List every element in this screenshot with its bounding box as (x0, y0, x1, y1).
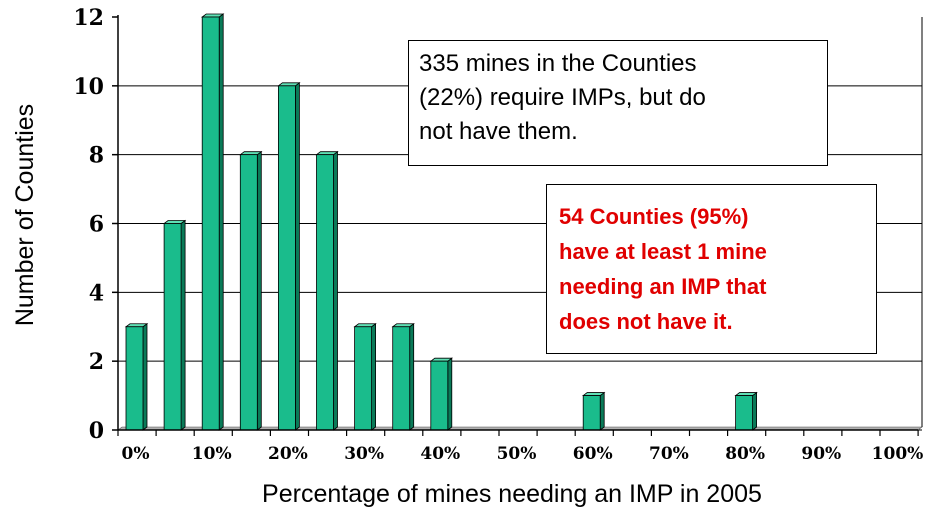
annotation-mines-box: 335 mines in the Counties (22%) require … (408, 40, 828, 166)
bar-top (734, 392, 758, 396)
bar-side (218, 13, 224, 431)
bar-side (333, 150, 338, 431)
bar-top (429, 357, 453, 362)
y-tick-label: 8 (89, 143, 104, 169)
annotation-line: needing an IMP that (559, 274, 767, 299)
x-tick-label: 80% (725, 444, 765, 464)
bar-top (239, 151, 263, 156)
bar-top (582, 392, 606, 396)
bar-front (163, 223, 182, 431)
annotation-line: have at least 1 mine (559, 239, 767, 264)
x-tick-label: 90% (801, 444, 841, 464)
bar-front (430, 360, 449, 431)
bar-side (180, 219, 186, 431)
bar-front (735, 395, 753, 431)
x-tick-labels: 0% 10% 20% 30% 40% 50% 60% 70% 80% 90% 100% (122, 444, 924, 464)
bar (239, 150, 263, 431)
annotation-line: does not have it. (559, 309, 733, 334)
bar-side (752, 391, 757, 431)
bar-top (353, 323, 377, 328)
bars (124, 13, 758, 431)
x-tick-label: 40% (420, 444, 460, 464)
bar (200, 13, 225, 431)
x-tick-label: 0% (122, 444, 150, 464)
bar-top (315, 151, 339, 156)
y-tick-label: 10 (73, 74, 104, 100)
y-tick-label: 0 (89, 418, 104, 444)
y-tick-label: 2 (89, 349, 104, 375)
bar (429, 357, 453, 431)
annotation-line: 335 mines in the Counties (419, 50, 697, 77)
bar-top (391, 323, 415, 328)
x-tick-label: 30% (344, 444, 384, 464)
bar-side (294, 82, 300, 431)
x-tick-label: 100% (872, 444, 924, 464)
bar (277, 82, 301, 431)
bar (582, 391, 606, 431)
annotation-line: not have them. (419, 118, 578, 145)
bar (124, 322, 149, 431)
bar-front (201, 16, 220, 431)
axes (112, 15, 923, 436)
x-tick-label: 60% (573, 444, 613, 464)
y-tick-labels: 0 2 4 6 8 10 12 (73, 5, 104, 444)
bar-side (599, 391, 605, 431)
bar (734, 391, 758, 431)
bar-top (200, 13, 225, 18)
bar (353, 322, 377, 431)
x-tick-label: 20% (268, 444, 308, 464)
x-tick-label: 50% (497, 444, 537, 464)
x-axis-title: Percentage of mines needing an IMP in 20… (262, 480, 762, 508)
bar-side (256, 150, 262, 431)
annotation-line: 54 Counties (95%) (559, 204, 749, 229)
x-tick-label: 70% (649, 444, 689, 464)
bar-top (124, 323, 149, 328)
y-tick-label: 12 (73, 5, 104, 31)
bar-front (277, 85, 296, 431)
bar-front (392, 326, 411, 431)
bar-side (142, 322, 148, 431)
annotation-line: (22%) require IMPs, but do (419, 84, 706, 111)
bar (162, 219, 187, 431)
bar-side (447, 357, 453, 431)
bar (391, 322, 415, 431)
bar-side (371, 322, 377, 431)
bar-front (582, 395, 601, 431)
bar-front (316, 154, 334, 431)
bar-top (277, 82, 301, 87)
bar-front (354, 326, 373, 431)
bar-side (409, 322, 415, 431)
y-axis-title: Number of Counties (11, 104, 39, 326)
x-tick-label: 10% (192, 444, 232, 464)
bar (315, 150, 339, 431)
bar-top (162, 220, 187, 224)
bar-front (239, 154, 258, 431)
annotation-counties-box: 54 Counties (95%) have at least 1 mine n… (546, 184, 877, 354)
bar-front (125, 326, 144, 431)
y-tick-label: 6 (89, 212, 104, 238)
y-tick-label: 4 (89, 280, 104, 306)
